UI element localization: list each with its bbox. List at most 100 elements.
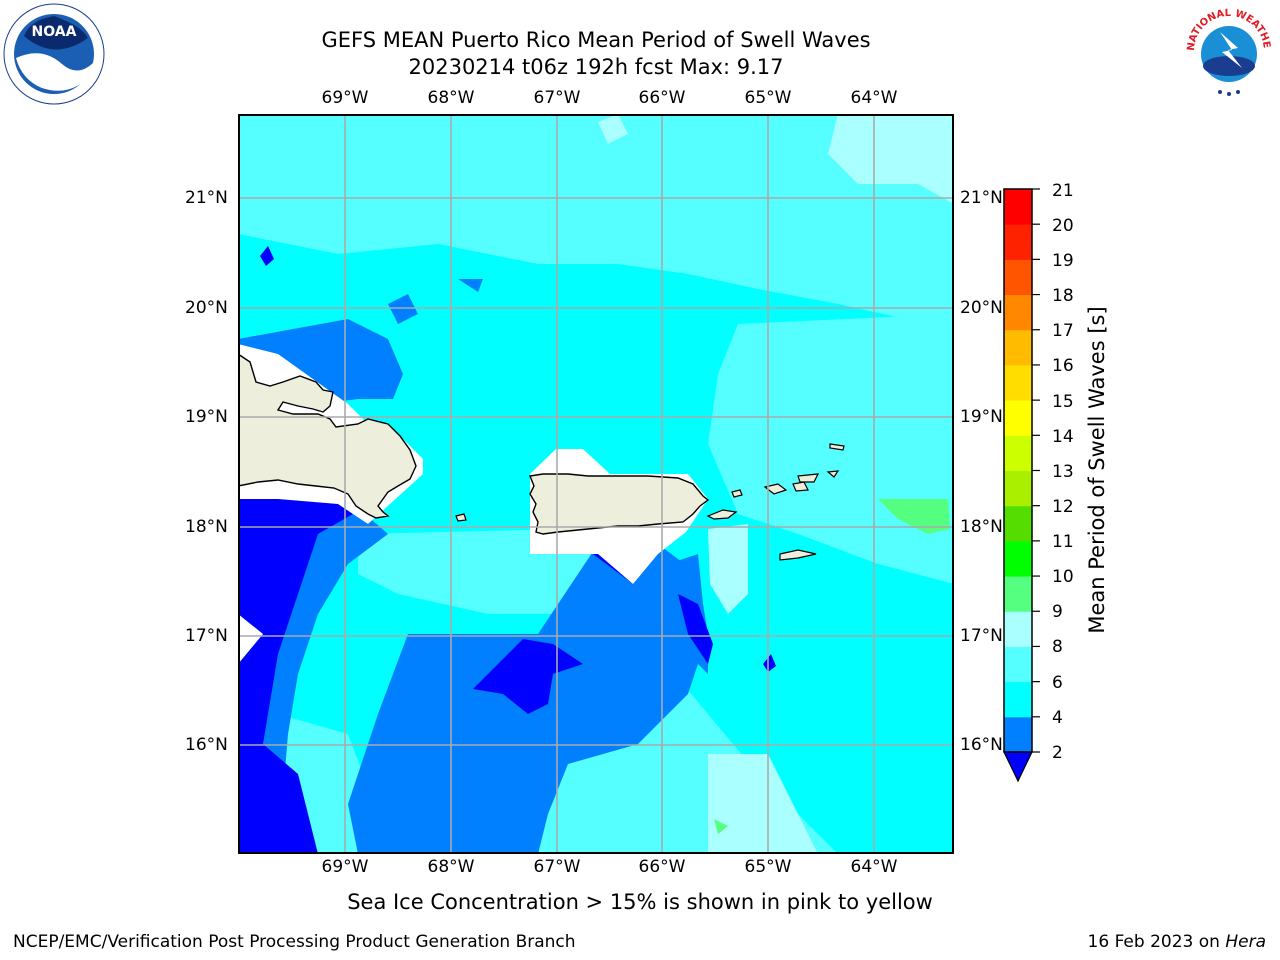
colorbar-band xyxy=(1004,681,1032,718)
colorbar-tick-label: 11 xyxy=(1052,532,1074,552)
virgin-islands-coast xyxy=(763,483,788,495)
colorbar-band xyxy=(1004,224,1032,260)
colorbar-ticks xyxy=(1032,188,1040,753)
colorbar-tick-label: 6 xyxy=(1052,673,1063,693)
contour-10-11 xyxy=(878,499,950,534)
colorbar-band xyxy=(1004,294,1032,331)
colorbar-tick-label: 17 xyxy=(1052,321,1074,341)
anegada-coast xyxy=(826,470,840,478)
contour-8-9 xyxy=(708,314,954,584)
lon-label-bottom: 65°W xyxy=(744,857,792,877)
lat-label-right: 20°N xyxy=(960,298,1003,318)
sea-ice-footnote: Sea Ice Concentration > 15% is shown in … xyxy=(0,890,1280,914)
colorbar-tick-label: 14 xyxy=(1052,427,1074,447)
noaa-logo-text: NOAA xyxy=(32,24,77,40)
credit-text: NCEP/EMC/Verification Post Processing Pr… xyxy=(13,932,576,952)
colorbar-band xyxy=(1004,576,1032,612)
chart-title: GEFS MEAN Puerto Rico Mean Period of Swe… xyxy=(321,28,871,52)
lat-label-right: 16°N xyxy=(960,735,1003,755)
st-croix-coast xyxy=(779,549,817,561)
colorbar-tick-label: 10 xyxy=(1052,567,1074,587)
machine-name: Hera xyxy=(1225,932,1266,952)
colorbar-tick-label: 20 xyxy=(1052,216,1074,236)
swell-period-map xyxy=(238,114,954,854)
colorbar-tick-label: 12 xyxy=(1052,497,1074,517)
nws-logo: NATIONAL WEATHER SERVICE xyxy=(1180,2,1275,97)
lat-label-left: 21°N xyxy=(185,188,228,208)
noaa-logo: NOAA xyxy=(3,3,105,105)
mona-island-coast xyxy=(455,513,467,522)
contour-9-10 xyxy=(828,114,954,204)
lon-label-bottom: 66°W xyxy=(638,857,686,877)
colorbar-band xyxy=(1004,259,1032,296)
colorbar-band xyxy=(1004,329,1032,366)
virgin-islands-coast xyxy=(792,481,809,492)
contour-9-10 xyxy=(708,524,748,614)
colorbar-tick-label: 2 xyxy=(1052,743,1063,763)
lat-label-left: 17°N xyxy=(185,626,228,646)
contour-9-10 xyxy=(598,114,628,144)
colorbar-tick-label: 19 xyxy=(1052,251,1074,271)
contour-2-4 xyxy=(473,639,583,714)
small-island-coast xyxy=(829,443,845,451)
sea-ice-footnote-text: Sea Ice Concentration > 15% is shown in … xyxy=(347,890,933,914)
colorbar-tick-label: 13 xyxy=(1052,462,1074,482)
lat-label-right: 17°N xyxy=(960,626,1003,646)
colorbar-tick-label: 8 xyxy=(1052,637,1063,657)
vieques-coast xyxy=(706,509,738,520)
contour-4-6 xyxy=(388,294,418,324)
colorbar-band xyxy=(1004,505,1032,542)
map-frame xyxy=(238,114,954,854)
contour-2-4 xyxy=(260,246,274,266)
colorbar-bands xyxy=(1004,189,1032,753)
lon-label-bottom: 67°W xyxy=(533,857,581,877)
contour-2-4 xyxy=(678,594,713,664)
contour-9-10 xyxy=(708,754,818,854)
colorbar-tick-label: 16 xyxy=(1052,356,1074,376)
lat-label-left: 18°N xyxy=(185,517,228,537)
contour-10-11 xyxy=(714,819,728,834)
lon-label-bottom: 64°W xyxy=(850,857,898,877)
contour-4-6 xyxy=(458,279,483,292)
colorbar-tick-label: 18 xyxy=(1052,286,1074,306)
colorbar-band xyxy=(1004,540,1032,577)
puerto-rico-coast xyxy=(529,473,710,535)
colorbar-extend-arrow xyxy=(1003,751,1033,783)
contour-2-4 xyxy=(763,654,776,672)
culebra-coast xyxy=(731,489,743,498)
date-prefix: 16 Feb 2023 on xyxy=(1087,932,1226,952)
colorbar-title: Mean Period of Swell Waves [s] xyxy=(1085,306,1109,634)
colorbar-band xyxy=(1004,611,1032,647)
land-mask xyxy=(238,614,263,664)
lon-label-top: 68°W xyxy=(427,88,475,108)
contour-2-4 xyxy=(238,499,353,854)
virgin-islands-coast xyxy=(797,473,820,483)
lon-label-top: 67°W xyxy=(533,88,581,108)
colorbar-band xyxy=(1004,470,1032,507)
colorbar xyxy=(1003,188,1040,783)
colorbar-tick-label: 9 xyxy=(1052,602,1063,622)
lon-label-bottom: 68°W xyxy=(427,857,475,877)
colorbar-tick-label: 15 xyxy=(1052,392,1074,412)
colorbar-band xyxy=(1004,400,1032,436)
lat-label-right: 21°N xyxy=(960,188,1003,208)
colorbar-band xyxy=(1004,716,1032,753)
colorbar-band xyxy=(1004,646,1032,683)
lon-label-top: 69°W xyxy=(321,88,369,108)
date-text: 16 Feb 2023 on Hera xyxy=(1088,932,1266,952)
colorbar-band xyxy=(1004,435,1032,471)
colorbar-band xyxy=(1004,189,1032,225)
lat-label-right: 19°N xyxy=(960,407,1003,427)
lat-label-left: 16°N xyxy=(185,735,228,755)
lon-label-top: 66°W xyxy=(638,88,686,108)
lon-label-top: 65°W xyxy=(744,88,792,108)
lat-label-left: 20°N xyxy=(185,298,228,318)
colorbar-band xyxy=(1004,364,1032,401)
colorbar-tick-label: 4 xyxy=(1052,708,1063,728)
lat-label-right: 18°N xyxy=(960,517,1003,537)
gridlines xyxy=(238,114,954,854)
colorbar-tick-label: 21 xyxy=(1052,181,1074,201)
lon-label-top: 64°W xyxy=(850,88,898,108)
lat-label-left: 19°N xyxy=(185,407,228,427)
chart-subtitle: 20230214 t06z 192h fcst Max: 9.17 xyxy=(408,55,784,79)
